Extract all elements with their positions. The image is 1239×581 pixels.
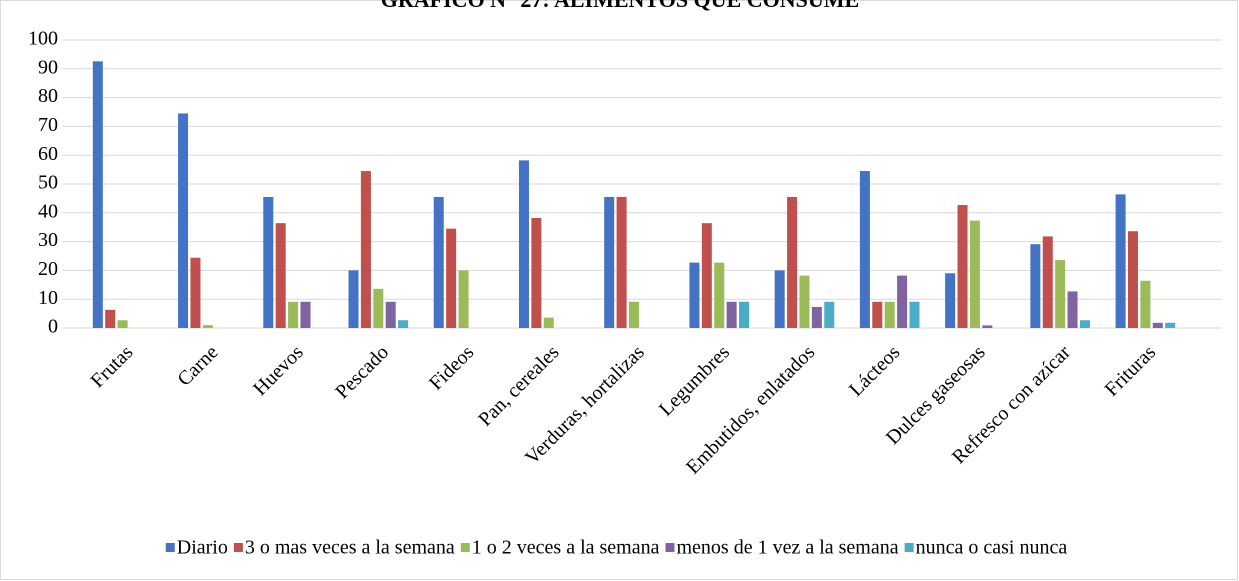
bar <box>300 301 311 328</box>
bar <box>739 301 750 328</box>
y-tick-label: 50 <box>38 172 58 194</box>
legend-label: Diario <box>177 537 228 559</box>
bar <box>1115 194 1126 328</box>
bar <box>969 220 980 328</box>
legend-label: menos de 1 vez a la semana <box>676 537 898 559</box>
bar <box>1067 291 1078 328</box>
bar <box>117 320 128 328</box>
y-tick-label: 40 <box>38 200 58 222</box>
bar <box>190 257 201 328</box>
bar <box>373 288 384 328</box>
bar <box>884 301 895 328</box>
bar <box>1030 244 1041 328</box>
bar <box>909 301 920 328</box>
bar <box>714 262 725 328</box>
y-tick-label: 60 <box>38 143 58 165</box>
bar <box>360 171 371 328</box>
bar <box>897 275 908 328</box>
bar <box>531 217 542 328</box>
bar <box>1152 322 1163 328</box>
y-tick-label: 0 <box>48 316 58 338</box>
bar <box>1079 320 1090 328</box>
bar <box>689 262 700 328</box>
y-tick-label: 10 <box>38 287 58 309</box>
bar <box>458 270 469 328</box>
bar <box>1140 280 1151 328</box>
bar <box>518 160 529 328</box>
bar <box>774 270 785 328</box>
y-tick-label: 20 <box>38 258 58 280</box>
bar <box>957 205 968 328</box>
bar <box>1165 322 1176 328</box>
bar <box>446 228 457 328</box>
y-tick-label: 100 <box>28 28 58 50</box>
bar <box>543 317 554 328</box>
bar <box>1055 260 1066 328</box>
legend-swatch <box>904 543 914 552</box>
chart-title: GRÁFICO N° 27: ALIMENTOS QUE CONSUME <box>381 0 859 12</box>
legend-label: nunca o casi nunca <box>916 537 1068 559</box>
bar <box>275 223 286 328</box>
legend-swatch <box>665 543 675 552</box>
bar <box>105 309 116 328</box>
bar <box>348 270 359 328</box>
bar <box>92 61 103 328</box>
bar <box>629 301 639 328</box>
bar <box>799 275 810 328</box>
bar <box>263 196 274 328</box>
legend-label: 1 o 2 veces a la semana <box>472 537 660 559</box>
bar <box>398 320 409 328</box>
bar <box>385 301 396 328</box>
bar <box>824 301 835 328</box>
bar <box>701 223 712 328</box>
legend-swatch <box>233 543 243 552</box>
bar <box>811 306 822 328</box>
legend-swatch <box>460 543 470 552</box>
y-tick-label: 90 <box>38 56 58 78</box>
bar <box>1127 231 1138 328</box>
legend: Diario 3 o mas veces a la semana 1 o 2 vec… <box>165 537 1068 559</box>
bar <box>726 301 737 328</box>
legend-swatch <box>165 543 175 552</box>
bar <box>604 196 615 328</box>
bar <box>787 196 798 328</box>
bar <box>945 273 956 328</box>
bar <box>982 325 993 328</box>
bar <box>859 171 870 328</box>
legend-label: 3 o mas veces a la semana <box>245 537 455 559</box>
bar <box>616 196 627 328</box>
bar <box>433 196 444 328</box>
y-tick-label: 80 <box>38 85 58 107</box>
bar <box>288 301 299 328</box>
bar <box>178 113 189 328</box>
y-tick-label: 30 <box>38 229 58 251</box>
bar <box>202 325 213 328</box>
bar <box>872 301 883 328</box>
bar <box>1042 236 1053 328</box>
y-tick-label: 70 <box>38 114 58 136</box>
